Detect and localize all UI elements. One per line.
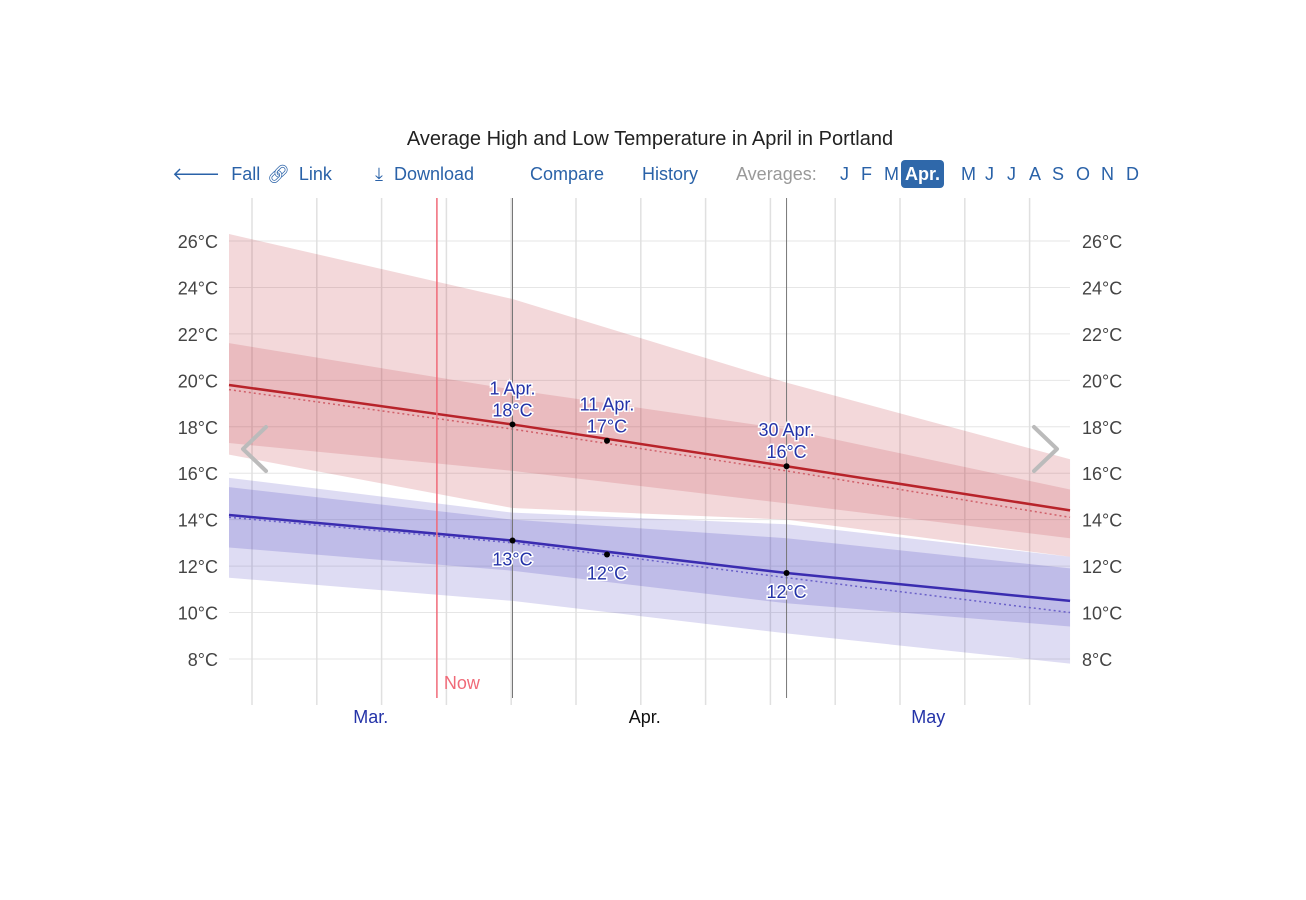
low-point — [783, 570, 790, 577]
chevron-right-icon[interactable] — [1032, 425, 1059, 473]
month-button-2[interactable]: M — [884, 164, 899, 184]
high-point — [509, 421, 516, 428]
annotation-low: 13°C — [492, 550, 532, 570]
low-average-line — [228, 513, 1071, 603]
month-button-5[interactable]: J — [985, 164, 994, 184]
y-tick-label-right: 16°C — [1082, 464, 1122, 484]
high-average-line — [228, 383, 1071, 512]
y-tick-label-right: 26°C — [1082, 232, 1122, 252]
high-band-25-75 — [229, 343, 1071, 539]
y-tick-label-left: 8°C — [188, 650, 218, 670]
month-button-11[interactable]: D — [1126, 164, 1139, 184]
y-tick-label-right: 10°C — [1082, 604, 1122, 624]
averages-label: Averages: — [736, 164, 817, 184]
x-month-label: Mar. — [353, 707, 388, 727]
month-button-6[interactable]: J — [1007, 164, 1016, 184]
fall-button[interactable]: 🡐 Fall — [172, 162, 260, 186]
annotation-low: 12°C — [766, 582, 806, 602]
annotation-high: 18°C — [492, 400, 532, 420]
month-button-1[interactable]: F — [861, 164, 872, 184]
chart-title: Average High and Low Temperature in Apri… — [406, 128, 894, 150]
download-label: Download — [393, 164, 475, 184]
month-button-10[interactable]: N — [1101, 164, 1114, 184]
y-tick-label-left: 16°C — [178, 464, 218, 484]
history-button[interactable]: History — [642, 164, 699, 184]
link-icon: 🔗︎ — [267, 164, 290, 184]
y-tick-label-left: 12°C — [178, 557, 218, 577]
y-tick-label-right: 18°C — [1082, 418, 1122, 438]
y-tick-label-left: 10°C — [178, 604, 218, 624]
annotation-low: 12°C — [587, 563, 627, 583]
download-icon: ⤓ — [375, 164, 383, 184]
y-tick-label-left: 22°C — [178, 325, 218, 345]
month-button-0[interactable]: J — [840, 164, 849, 184]
arrow-left-icon: 🡐 — [172, 164, 221, 184]
month-button-4[interactable]: M — [961, 164, 976, 184]
high-band-10-90 — [229, 234, 1071, 557]
month-button-9[interactable]: O — [1076, 164, 1091, 184]
y-tick-label-right: 20°C — [1082, 371, 1122, 391]
x-month-label: May — [911, 707, 945, 727]
annotation-high: 16°C — [766, 442, 806, 462]
low-point — [509, 537, 516, 544]
y-tick-label-left: 24°C — [178, 278, 218, 298]
high-point — [604, 437, 610, 444]
y-tick-label-left: 26°C — [178, 232, 218, 252]
low-band-10-90 — [229, 477, 1071, 664]
y-tick-label-right: 8°C — [1082, 650, 1112, 670]
compare-button[interactable]: Compare — [530, 164, 605, 184]
annotation-date: 11 Apr. — [580, 395, 635, 415]
y-tick-label-right: 22°C — [1082, 325, 1122, 345]
fall-label: Fall — [231, 164, 261, 184]
now-label: Now — [444, 673, 481, 693]
month-button-7[interactable]: A — [1029, 164, 1042, 184]
link-label: Link — [298, 164, 332, 184]
y-tick-label-right: 24°C — [1082, 278, 1122, 298]
y-tick-label-left: 20°C — [178, 371, 218, 391]
y-tick-label-right: 12°C — [1082, 557, 1122, 577]
high-point — [783, 463, 790, 470]
link-button[interactable]: 🔗︎ Link — [267, 162, 332, 186]
annotation-date: 1 Apr. — [489, 378, 535, 398]
low-point — [604, 551, 610, 558]
x-month-label: Apr. — [629, 707, 661, 727]
y-tick-label-left: 18°C — [178, 418, 218, 438]
month-button-3[interactable]: Apr. — [901, 160, 945, 188]
chevron-left-icon[interactable] — [241, 425, 268, 473]
annotation-date: 30 Apr. — [759, 420, 815, 440]
y-tick-label-right: 14°C — [1082, 511, 1122, 531]
download-button[interactable]: ⤓ Download — [375, 162, 474, 186]
y-tick-label-left: 14°C — [178, 511, 218, 531]
annotation-high: 17°C — [587, 417, 627, 437]
month-button-8[interactable]: S — [1052, 164, 1065, 184]
